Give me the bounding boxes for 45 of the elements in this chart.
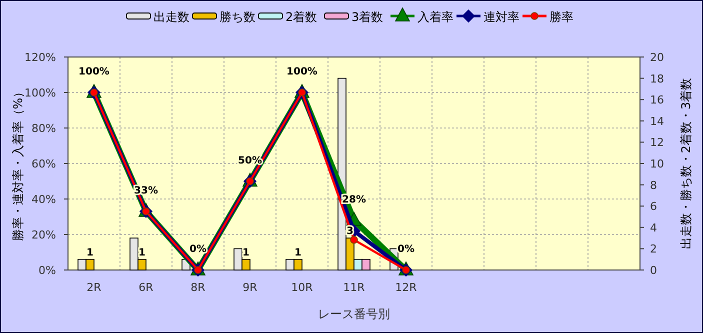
x-tick-label: 12R xyxy=(395,281,418,294)
data-label: 1 xyxy=(138,247,146,258)
legend-label: 入着率 xyxy=(418,10,454,24)
x-tick-label: 10R xyxy=(291,281,314,294)
y2-tick-label: 16 xyxy=(650,94,664,107)
x-tick-label: 11R xyxy=(343,281,366,294)
y-tick-label: 100% xyxy=(24,86,56,100)
y2-tick-label: 12 xyxy=(650,136,664,150)
x-tick-label: 6R xyxy=(138,281,154,294)
point xyxy=(350,236,358,244)
data-label: 0% xyxy=(190,244,206,255)
data-label: 100% xyxy=(286,66,318,78)
x-tick-label: 2R xyxy=(86,281,102,294)
y2-tick-label: 4 xyxy=(650,221,657,234)
y2-tick-label: 18 xyxy=(650,72,664,86)
y2-tick-label: 8 xyxy=(650,178,657,192)
data-label: 1 xyxy=(242,247,250,258)
data-label: 1 xyxy=(86,247,94,258)
data-label: 3 xyxy=(346,226,354,238)
y-tick-label: 20% xyxy=(32,228,56,242)
legend-label: 連対率 xyxy=(484,10,520,24)
legend-label: 勝率 xyxy=(550,10,574,24)
y-tick-label: 120% xyxy=(24,51,56,64)
legend-label: 2着数 xyxy=(286,10,318,24)
x-tick-label: 8R xyxy=(190,281,206,294)
y2-tick-label: 20 xyxy=(650,51,664,64)
data-label: 100% xyxy=(78,66,110,78)
legend-label: 出走数 xyxy=(154,10,190,24)
y2-tick-label: 6 xyxy=(650,200,657,214)
y-tick-label: 80% xyxy=(32,122,56,135)
y2-axis-title: 出走数・勝ち数・2着数・3着数 xyxy=(679,78,693,250)
y2-tick-label: 0 xyxy=(650,264,657,277)
data-label: 0% xyxy=(398,244,414,255)
y2-tick-label: 2 xyxy=(650,242,657,256)
y-tick-label: 40% xyxy=(32,193,56,206)
y2-tick-label: 10 xyxy=(650,158,664,170)
x-axis-title: レース番号別 xyxy=(318,307,390,321)
legend-label: 勝ち数 xyxy=(220,10,256,24)
y-tick-label: 0% xyxy=(38,264,56,277)
x-tick-label: 9R xyxy=(242,281,258,294)
legend-label: 3着数 xyxy=(352,10,384,24)
y2-tick-label: 14 xyxy=(650,114,664,128)
y-axis-title: 勝率・連対率・入着率（%） xyxy=(11,86,25,242)
data-label: 1 xyxy=(294,247,302,258)
y-tick-label: 60% xyxy=(32,158,56,170)
